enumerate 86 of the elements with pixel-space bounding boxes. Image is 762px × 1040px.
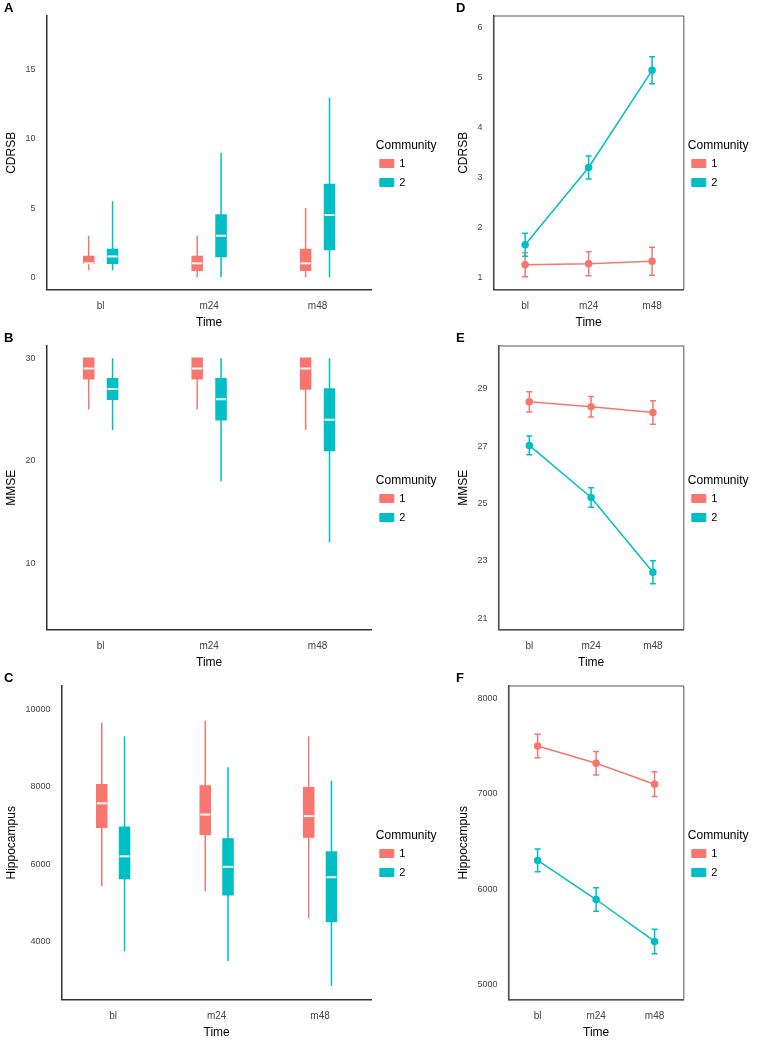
text: C — [4, 670, 14, 686]
point — [533, 856, 542, 865]
y-tick-label: 3 — [477, 171, 483, 182]
x-tick-label: bl — [521, 300, 530, 312]
legend-title: Community — [687, 138, 749, 153]
x-tick-label: m48 — [643, 640, 664, 652]
y-tick-label: 5 — [477, 72, 483, 83]
y-tick-label: 10 — [25, 133, 36, 144]
y-axis-title: CDRSB — [455, 131, 470, 174]
legend-label: 2 — [711, 510, 749, 523]
y-tick-label: 5000 — [477, 978, 498, 989]
legend-title: Community — [375, 828, 437, 843]
x-tick-label: m48 — [307, 640, 328, 652]
y-axis-title: CDRSB — [3, 131, 18, 174]
x-tick-label: m48 — [642, 300, 663, 312]
y-tick-label: 25 — [477, 498, 488, 509]
legend-label: 1 — [399, 491, 437, 504]
legend-title: Community — [687, 828, 749, 843]
x-axis-title: Time — [203, 1025, 231, 1040]
text: E — [456, 330, 465, 346]
x-tick-label: m24 — [586, 1010, 607, 1022]
legend-label: 1 — [399, 156, 437, 169]
text: B — [4, 330, 14, 346]
legend-title: Community — [687, 473, 749, 488]
x-tick-label: m24 — [578, 300, 599, 312]
y-tick-label: 8000 — [477, 692, 498, 703]
x-tick-label: m24 — [206, 1010, 227, 1022]
x-tick-label: bl — [96, 640, 105, 652]
x-axis-title: Time — [583, 1025, 610, 1040]
x-tick-label: bl — [109, 1010, 118, 1022]
x-tick-label: m48 — [307, 300, 328, 312]
y-tick-label: 21 — [477, 612, 488, 623]
y-tick-label: 0 — [30, 271, 36, 282]
y-axis-title: MMSE — [455, 469, 470, 506]
y-tick-label: 30 — [25, 352, 36, 363]
legend-label: 1 — [711, 846, 749, 859]
legend-label: 2 — [399, 865, 437, 878]
legend-title: Community — [375, 138, 437, 153]
y-tick-label: 6 — [477, 22, 483, 33]
legend-label: 2 — [399, 510, 437, 523]
point — [525, 441, 534, 450]
legend-label: 1 — [399, 846, 437, 859]
x-tick-label: bl — [96, 300, 105, 312]
legend-label: 2 — [711, 175, 749, 188]
point — [533, 742, 542, 750]
x-tick-label: m48 — [310, 1010, 331, 1022]
y-tick-label: 2 — [477, 221, 483, 232]
x-axis-title: Time — [196, 315, 223, 330]
legend-label: 2 — [399, 175, 437, 188]
y-tick-label: 20 — [25, 455, 36, 466]
y-axis-title: MMSE — [3, 469, 18, 506]
legend-label: 2 — [711, 865, 749, 878]
y-tick-label: 15 — [25, 64, 36, 75]
point — [650, 937, 659, 946]
x-tick-label: bl — [525, 640, 534, 652]
y-tick-label: 4 — [477, 122, 483, 133]
y-tick-label: 6000 — [30, 858, 51, 869]
x-axis-title: Time — [578, 655, 605, 670]
y-tick-label: 8000 — [30, 781, 51, 792]
x-axis-title: Time — [196, 655, 223, 670]
y-tick-label: 5 — [30, 202, 36, 213]
x-axis-title: Time — [575, 315, 603, 330]
point — [584, 259, 593, 268]
text: A — [4, 0, 14, 16]
legend-label: 1 — [711, 156, 749, 169]
y-tick-label: 1 — [477, 271, 483, 282]
legend-label: 1 — [711, 491, 749, 504]
y-tick-label: 29 — [477, 383, 488, 394]
y-tick-label: 10000 — [25, 703, 51, 714]
x-tick-label: m24 — [199, 300, 220, 312]
x-tick-label: m24 — [581, 640, 602, 652]
y-tick-label: 6000 — [477, 883, 498, 894]
text: F — [456, 670, 464, 686]
x-tick-label: m24 — [199, 640, 220, 652]
x-tick-label: m48 — [644, 1010, 665, 1022]
point — [584, 163, 593, 172]
legend-title: Community — [375, 473, 437, 488]
text: D — [456, 0, 466, 16]
y-tick-label: 10 — [25, 557, 36, 568]
y-axis-title: Hippocampus — [3, 806, 18, 880]
y-tick-label: 23 — [477, 555, 488, 566]
y-axis-title: Hippocampus — [455, 806, 470, 880]
x-tick-label: bl — [533, 1010, 542, 1022]
y-tick-label: 4000 — [30, 936, 51, 947]
y-tick-label: 7000 — [477, 788, 498, 799]
y-tick-label: 27 — [477, 440, 488, 451]
